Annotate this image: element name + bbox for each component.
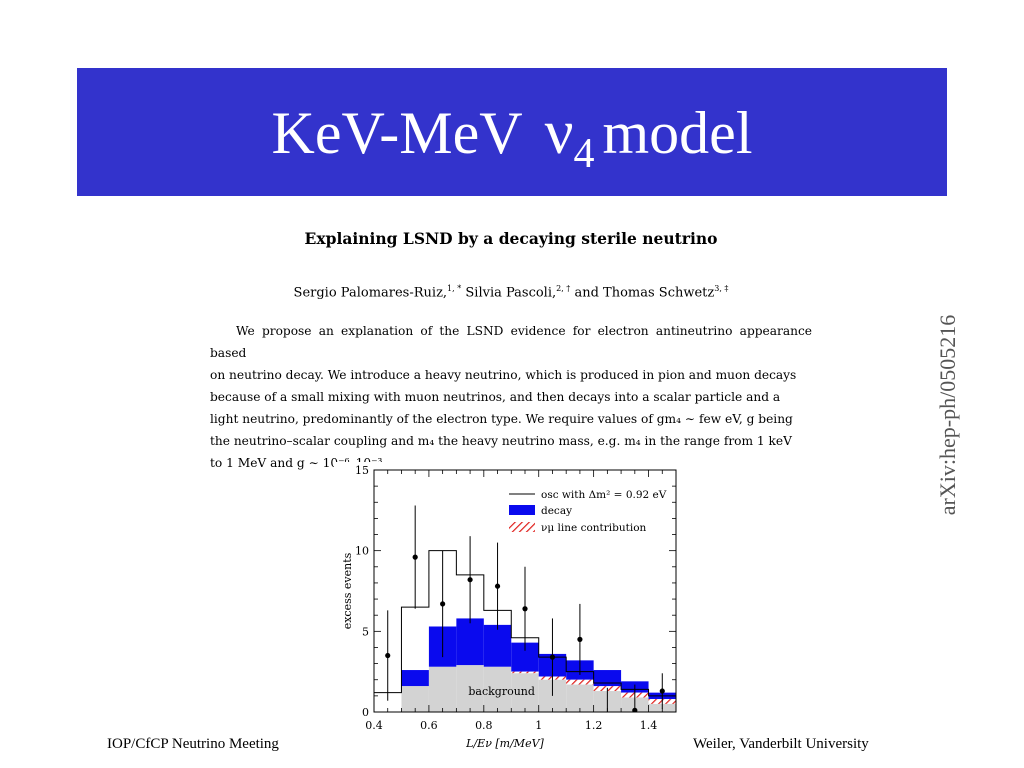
- decay-bar: [456, 618, 484, 666]
- paper-authors: Sergio Palomares-Ruiz,1, * Silvia Pascol…: [210, 284, 812, 300]
- data-point: [522, 606, 528, 612]
- data-point: [605, 717, 610, 722]
- legend-decay-swatch: [509, 505, 535, 515]
- numu-bar: [566, 679, 594, 685]
- background-bar: [483, 666, 512, 712]
- y-tick-label: 15: [355, 464, 369, 477]
- legend-osc-label: osc with Δm² = 0.92 eV: [541, 489, 667, 501]
- y-tick-label: 10: [355, 545, 369, 558]
- decay-bar: [483, 624, 512, 667]
- legend-numu-label: νμ line contribution: [541, 522, 647, 534]
- x-tick-label: 0.8: [475, 719, 493, 732]
- x-tick-label: 1.4: [640, 719, 658, 732]
- paper-title: Explaining LSND by a decaying sterile ne…: [304, 229, 718, 248]
- x-axis-label: L/Eν [m/MeV]: [465, 737, 544, 750]
- author-2: Silvia Pascoli,: [465, 285, 557, 301]
- x-tick-label: 1: [535, 719, 542, 732]
- legend-decay-label: decay: [541, 505, 572, 517]
- abstract-line: We propose an explanation of the LSND ev…: [210, 324, 812, 360]
- footer-right: Weiler, Vanderbilt University: [693, 736, 869, 752]
- slide-title: KeV-MeV ν4 model: [77, 68, 947, 196]
- data-point: [385, 652, 391, 659]
- data-point: [467, 577, 473, 583]
- data-point: [412, 554, 418, 560]
- decay-bar: [401, 670, 429, 687]
- x-tick-label: 1.2: [585, 719, 603, 732]
- background-bar: [401, 686, 429, 712]
- arxiv-id: arXiv:hep-ph/0505216: [935, 314, 960, 516]
- background-bar: [456, 665, 484, 712]
- abstract-line: because of a small mixing with muon neut…: [210, 390, 781, 404]
- data-point: [577, 636, 583, 642]
- x-tick-label: 0.4: [365, 719, 383, 732]
- slide-title-prefix: KeV-MeV: [271, 100, 523, 166]
- data-point: [549, 654, 556, 660]
- author-1: Sergio Palomares-Ruiz,: [293, 285, 448, 301]
- paper-abstract: We propose an explanation of the LSND ev…: [210, 320, 812, 474]
- y-tick-label: 0: [362, 706, 369, 719]
- plot-area: [374, 505, 676, 722]
- slide-title-suffix: model: [602, 100, 753, 166]
- background-label: background: [468, 685, 535, 698]
- legend-numu-swatch: [509, 522, 535, 532]
- abstract-line: the neutrino–scalar coupling and m₄ the …: [210, 434, 792, 448]
- y-tick-label: 5: [362, 625, 369, 638]
- arxiv-stamp: arXiv:hep-ph/0505216: [935, 295, 961, 535]
- data-point: [494, 583, 501, 589]
- author-1-mark: 1, *: [447, 284, 462, 293]
- x-tick-label: 0.6: [420, 719, 438, 732]
- background-bar: [428, 666, 457, 712]
- osc-line: [374, 550, 676, 712]
- background-bar: [511, 673, 539, 712]
- data-point: [440, 601, 446, 607]
- decay-bar: [593, 670, 622, 687]
- author-3: and Thomas Schwetz: [574, 285, 715, 301]
- author-3-mark: 3, ‡: [714, 284, 729, 293]
- numu-bar: [511, 671, 539, 674]
- title-bar: KeV-MeV ν4 model: [77, 68, 947, 196]
- background-bar: [566, 684, 594, 712]
- abstract-line: light neutrino, predominantly of the ele…: [210, 412, 793, 426]
- author-2-mark: 2, †: [556, 284, 571, 293]
- y-axis-label: excess events: [341, 552, 354, 629]
- footer-left: IOP/CfCP Neutrino Meeting: [107, 736, 279, 752]
- lsnd-chart: background 0.4 0.6 0.8 1 1.2 1.4 0 5 10 15 L/Eν [m/…: [334, 462, 682, 754]
- data-point: [659, 688, 665, 694]
- slide-title-subscript: 4: [573, 131, 595, 177]
- abstract-line: on neutrino decay. We introduce a heavy …: [210, 368, 797, 382]
- slide-title-symbol: ν: [544, 96, 574, 167]
